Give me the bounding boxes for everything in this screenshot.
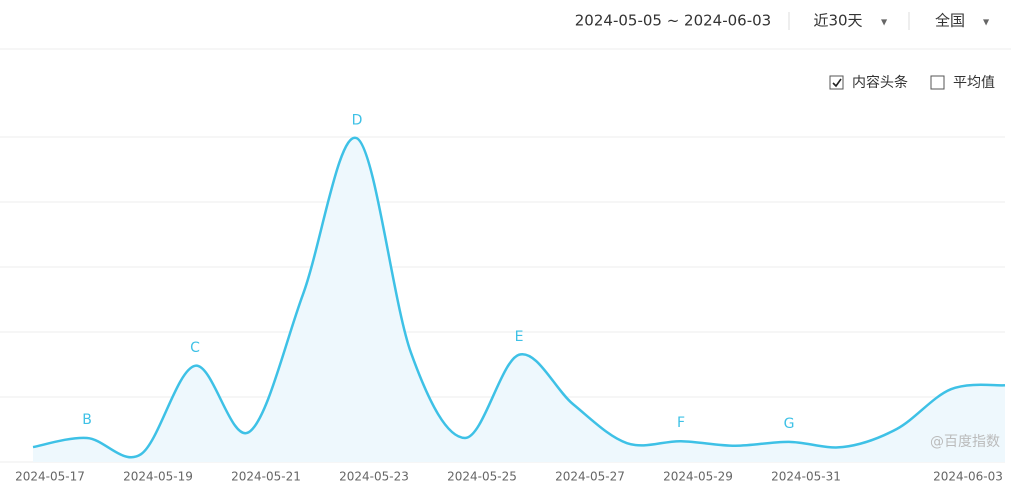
legend-label[interactable]: 内容头条 xyxy=(852,74,908,91)
line xyxy=(32,136,1006,459)
x-tick-label: 2024-05-31 xyxy=(771,470,841,484)
point-label: C xyxy=(190,340,200,356)
point-label: G xyxy=(784,416,795,432)
legend-label[interactable]: 平均值 xyxy=(953,75,995,91)
point-label: E xyxy=(515,329,524,345)
point-label: D xyxy=(352,112,363,128)
dropdown-arrow: ▼ xyxy=(983,18,990,27)
period-select[interactable]: 近30天 xyxy=(813,12,862,30)
x-tick-label: 2024-06-03 xyxy=(933,470,1003,484)
x-tick-label: 2024-05-21 xyxy=(231,470,301,484)
x-tick-label: 2024-05-27 xyxy=(555,470,625,484)
region-select[interactable]: 全国 xyxy=(935,12,965,30)
point-label: F xyxy=(677,415,685,431)
watermark: @百度指数 xyxy=(930,434,1000,450)
x-tick-label: 2024-05-29 xyxy=(663,470,733,484)
legend-checkbox[interactable] xyxy=(829,75,844,90)
x-tick-label: 2024-05-23 xyxy=(339,470,409,484)
x-tick-label: 2024-05-19 xyxy=(123,470,193,484)
point-label: B xyxy=(82,412,92,428)
area xyxy=(33,137,1005,462)
x-tick-label: 2024-05-17 xyxy=(15,470,85,484)
date-range[interactable]: 2024-05-05 ~ 2024-06-03 xyxy=(575,12,771,30)
x-tick-label: 2024-05-25 xyxy=(447,470,517,484)
legend-checkbox[interactable] xyxy=(930,75,945,90)
legend-check xyxy=(832,78,842,88)
dropdown-arrow: ▼ xyxy=(881,18,888,27)
